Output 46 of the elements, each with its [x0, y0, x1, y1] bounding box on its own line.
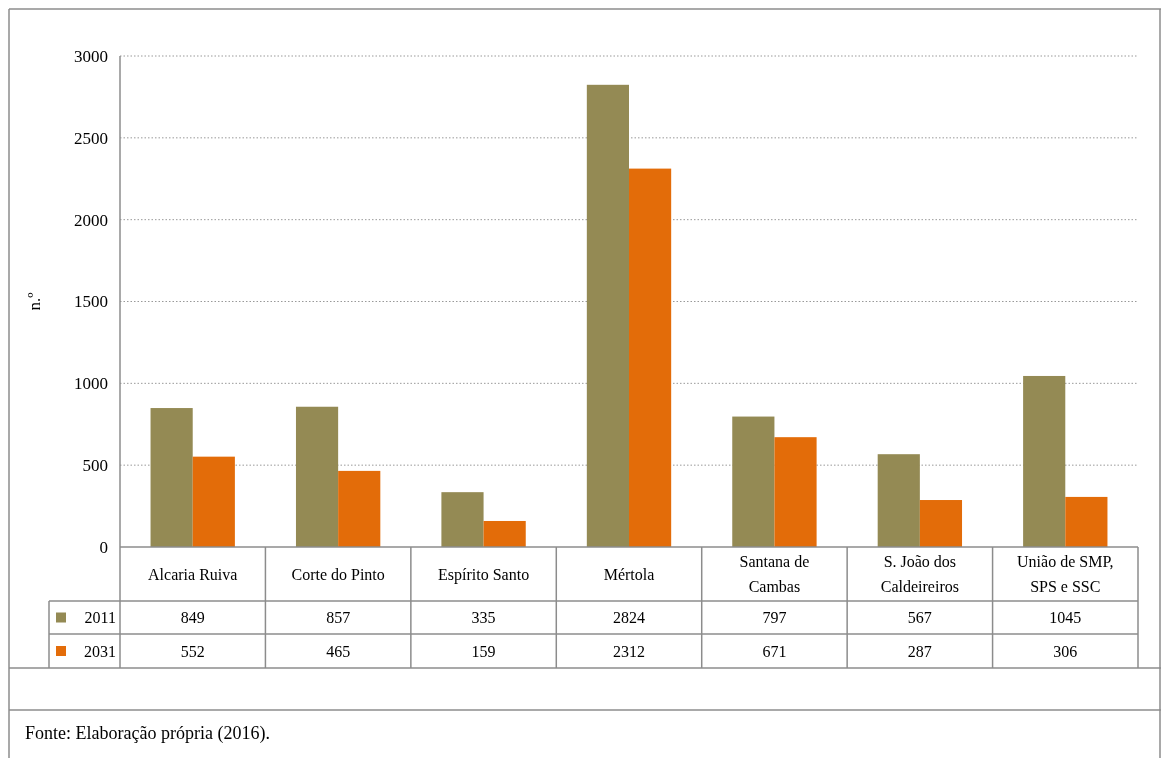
data-label: 335	[471, 609, 496, 627]
data-label: 857	[326, 609, 351, 627]
bar	[295, 406, 339, 547]
data-label: 849	[180, 609, 205, 627]
data-label: 2824	[613, 609, 645, 627]
source-note: Fonte: Elaboração própria (2016).	[25, 723, 270, 745]
bar	[586, 84, 629, 547]
bar	[483, 520, 526, 547]
y-tick-label: 2500	[74, 128, 108, 148]
y-axis-title: n.º	[25, 292, 44, 311]
y-tick-label: 1500	[74, 292, 108, 312]
data-label: 797	[762, 609, 787, 627]
data-label: 287	[907, 642, 932, 660]
data-label: 2312	[613, 642, 645, 660]
y-tick-label: 1000	[74, 374, 108, 394]
y-tick-label: 0	[99, 537, 108, 557]
bar	[338, 470, 381, 547]
bar	[1065, 496, 1108, 547]
data-label: 465	[326, 642, 351, 660]
bar	[1023, 375, 1066, 547]
bar	[732, 416, 775, 547]
data-label: 567	[907, 609, 932, 627]
y-tick-label: 2000	[74, 210, 108, 230]
bar	[877, 454, 920, 547]
data-label: 306	[1053, 642, 1078, 660]
x-tick-label: União de SMP, SPS e SSC	[1017, 553, 1114, 596]
data-label: 671	[762, 642, 787, 660]
x-tick-label: S. João dos Caldeireiros	[880, 553, 959, 596]
x-tick-label: Mértola	[603, 565, 655, 583]
legend-label: 2011	[84, 609, 116, 627]
data-label: 552	[180, 642, 205, 660]
bar	[774, 437, 817, 547]
legend-label: 2031	[84, 642, 116, 660]
bar	[441, 492, 484, 547]
y-tick-label: 3000	[74, 46, 108, 66]
bar	[919, 500, 963, 547]
data-label: 1045	[1049, 609, 1082, 627]
data-label: 159	[471, 642, 496, 660]
bar	[629, 168, 672, 547]
x-tick-label: Alcaria Ruiva	[148, 565, 238, 583]
bar	[192, 456, 235, 547]
x-tick-label: Espírito Santo	[438, 565, 530, 584]
y-tick-label: 500	[82, 456, 108, 476]
x-tick-label: Corte do Pinto	[291, 565, 385, 583]
x-tick-label: Santana de Cambas	[739, 553, 810, 596]
bar	[150, 408, 193, 547]
